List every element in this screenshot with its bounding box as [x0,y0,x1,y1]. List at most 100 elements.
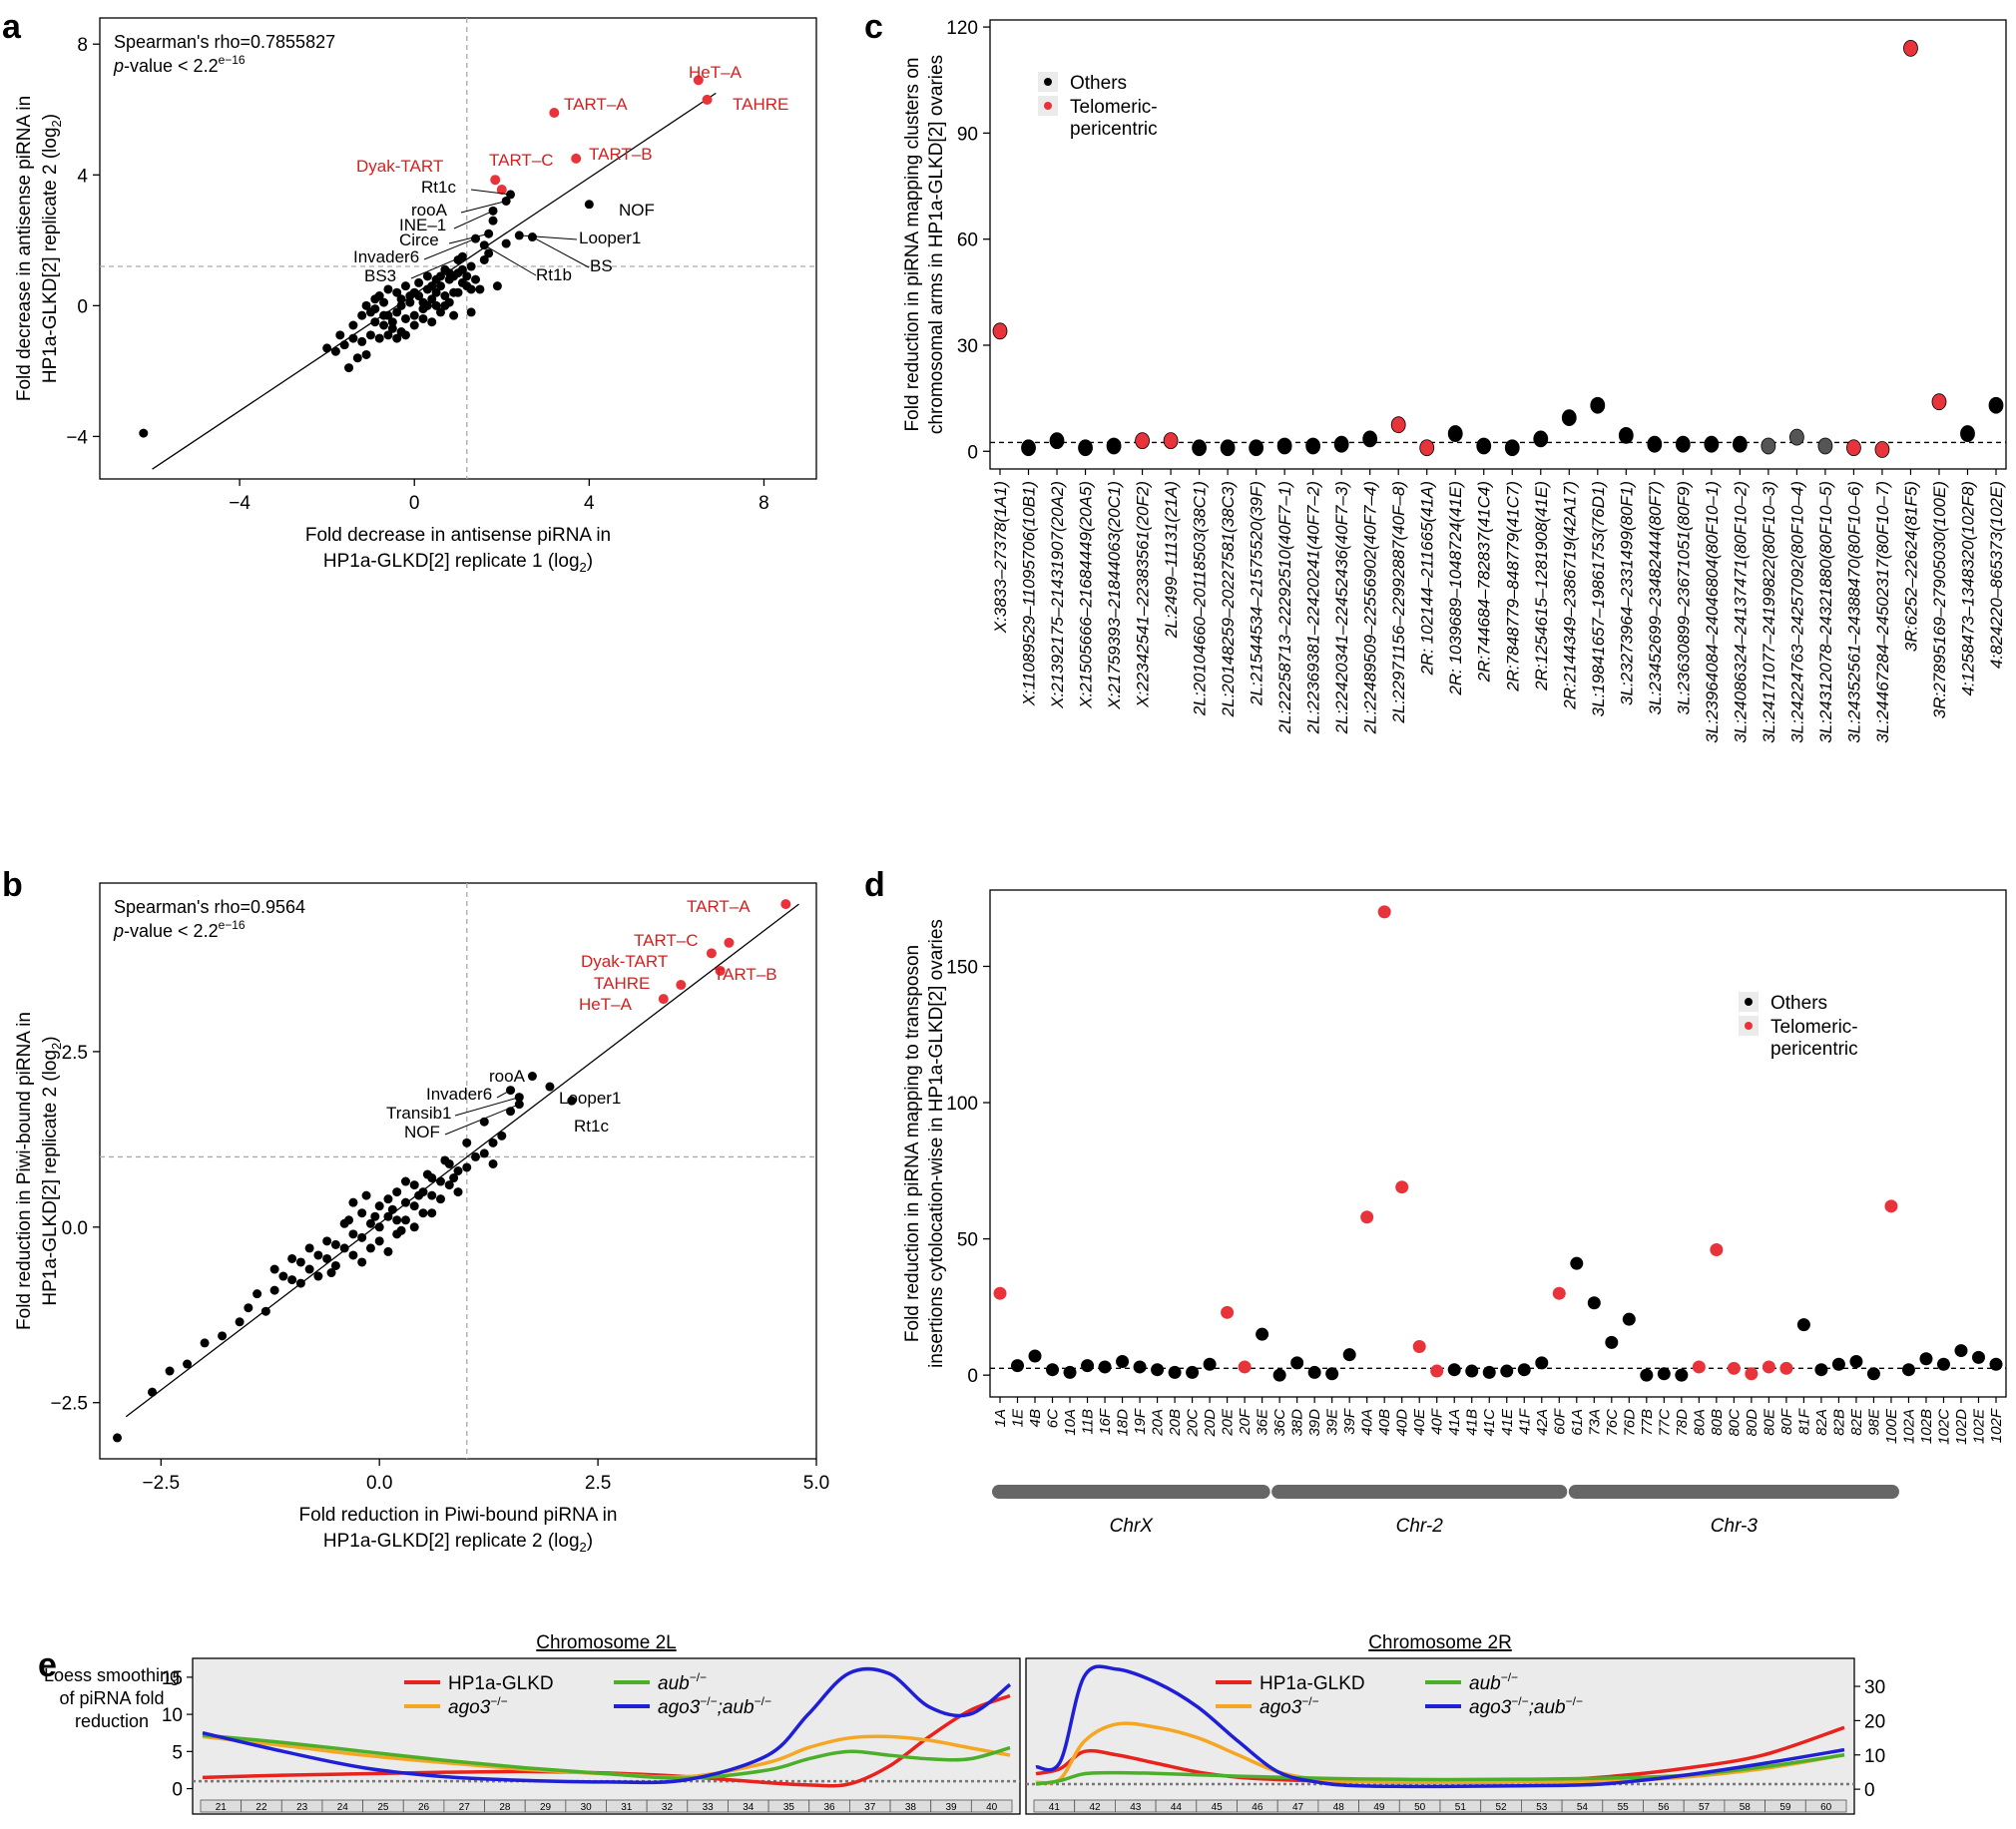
data-point [1168,1365,1182,1379]
category-label: 2R:2144349–2386719(42A17) [1560,481,1579,710]
category-label: 78D [1674,1409,1691,1437]
data-point [479,1148,489,1158]
data-point [370,317,380,327]
band-label: 23 [296,1802,308,1813]
y-tick-label: 0 [77,296,88,317]
data-point [383,330,393,340]
data-point [1504,439,1520,457]
data-point [252,1289,262,1299]
data-point [269,1285,279,1295]
highlight-data-point [549,108,560,119]
y-tick-label: 4 [77,166,88,187]
data-point [344,363,354,373]
data-point [379,320,389,330]
band-label: 56 [1658,1802,1670,1813]
data-point [435,307,445,317]
data-point [992,322,1008,340]
category-label: 38D [1289,1409,1306,1437]
data-point [462,1138,472,1147]
data-point [1203,1357,1217,1371]
data-point [387,323,397,333]
y-tick-label: 2.5 [62,1043,88,1064]
data-point [348,320,358,330]
chromosome-label: ChrX [1110,1516,1155,1537]
data-point [357,1257,367,1267]
data-point [348,1197,358,1207]
data-point [344,1215,354,1225]
data-point [501,238,511,248]
panel-c-cluster-scatter: 0 30 60 90 120 X:3833–27378(1A1) X:11089529–11… [902,18,2007,743]
category-label: 20E [1220,1408,1237,1437]
series-line-blue [202,1666,1012,1785]
data-point [1919,1352,1933,1366]
band-label: 24 [337,1802,349,1813]
legend-dot-others [1044,78,1052,86]
chromosome-title: Chromosome 2L [536,1632,676,1653]
data-point [993,1286,1007,1300]
data-point [1561,409,1577,427]
category-label: 40F [1429,1408,1446,1435]
data-point [1960,425,1975,442]
data-point [339,340,349,350]
category-label: 36C [1271,1409,1288,1437]
y-axis-label-line2: HP1a-GLKD[2] replicate 2 (log2) [40,114,64,383]
data-point [322,1253,332,1263]
data-point [361,349,371,359]
data-point [1517,1363,1531,1377]
labeled-data-point [506,1086,516,1096]
data-point [1761,437,1776,455]
data-point [466,307,476,317]
panel-a-scatter: −4 0 4 8−4048NOFRt1crooAINE–1CirceInvader6B… [14,17,817,575]
band-label: 54 [1577,1802,1589,1813]
y-axis-label-line2: of piRNA fold [59,1688,164,1708]
data-point [1325,1367,1339,1381]
x-tick-label: −2.5 [143,1473,181,1494]
data-point [379,310,389,320]
y-tick-label: 15 [162,1668,183,1689]
data-point [1163,432,1179,450]
category-label: 3L:24352561–24388470(80F10–6) [1844,481,1863,743]
category-label: 3L:24312078–24321880(80F10–5) [1816,481,1835,743]
panel-letter-d: d [864,866,885,904]
band-label: 38 [905,1802,917,1813]
data-point [295,1257,305,1267]
y-axis-label-close: ) [40,114,61,120]
data-point [165,1366,175,1376]
data-point [440,264,450,274]
legend-label-red: HP1a-GLKD [448,1673,554,1694]
data-point [1789,428,1804,446]
category-label: 2R: 102144–211665(41A) [1418,481,1437,676]
point-label: Invader6 [426,1085,492,1104]
data-point [1931,393,1947,411]
data-point [466,284,476,294]
data-point [418,1208,428,1218]
highlight-label: HeT–A [579,995,633,1014]
data-point [322,343,332,353]
y-tick-label: 100 [946,1094,978,1115]
data-point [357,1232,367,1242]
data-point [1049,432,1065,450]
data-point [479,254,489,264]
category-label: 82A [1813,1409,1830,1436]
category-label: 77B [1639,1409,1656,1436]
highlight-label: TAHRE [594,974,650,993]
data-point [1570,1256,1584,1270]
point-label: Looper1 [559,1089,621,1108]
data-point [1675,1368,1689,1382]
y-tick-label: 5 [172,1742,183,1763]
category-label: 40E [1411,1408,1428,1436]
y-tick-label: 0 [1864,1780,1875,1801]
data-point [435,281,445,291]
data-point [260,1306,270,1316]
data-point [449,1173,459,1183]
y-tick-label: 120 [946,18,978,39]
y-axis-label-line1: Fold reduction in piRNA mapping to trans… [902,945,923,1342]
data-point [427,1208,437,1218]
x-axis-label-subscript: 2 [580,1540,587,1555]
x-axis-label-text: HP1a-GLKD[2] replicate 2 (log [323,1531,580,1552]
point-label: Transib1 [386,1104,452,1123]
plot-frame [989,889,2007,1398]
data-point [392,333,402,343]
category-label: 76D [1621,1409,1638,1437]
data-point [475,284,485,294]
